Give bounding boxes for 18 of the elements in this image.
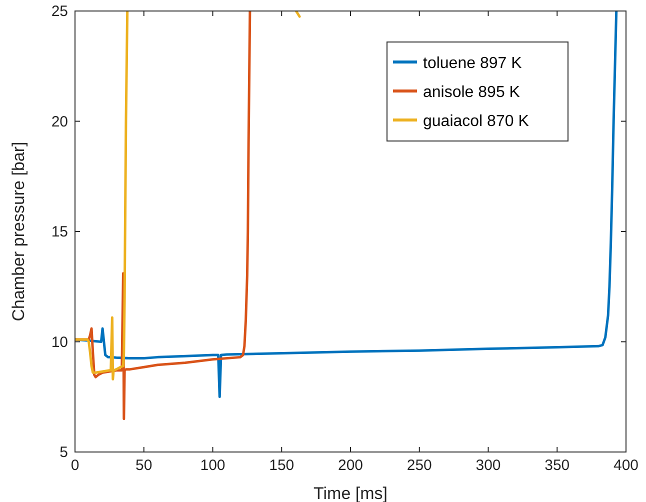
y-tick-label: 10 (51, 334, 68, 351)
x-tick-label: 50 (136, 457, 152, 474)
legend-label: anisole 895 K (423, 84, 520, 101)
x-tick-label: 300 (476, 457, 501, 474)
y-tick-label: 15 (51, 224, 68, 240)
x-tick-label: 0 (70, 457, 80, 474)
legend-label: guaiacol 870 K (423, 113, 530, 130)
x-tick-label: 200 (338, 457, 364, 474)
y-tick-label: 20 (51, 113, 68, 130)
y-axis-title: Chamber pressure [bar] (9, 142, 28, 322)
legend-label: toluene 897 K (423, 55, 522, 72)
x-tick-label: 350 (544, 457, 570, 474)
x-tick-label: 100 (200, 457, 226, 474)
y-tick-label: 25 (51, 3, 68, 20)
x-tick-label: 250 (406, 457, 432, 474)
y-tick-label: 5 (60, 444, 68, 461)
x-tick-label: 150 (269, 457, 294, 474)
x-tick-label: 400 (613, 457, 639, 474)
